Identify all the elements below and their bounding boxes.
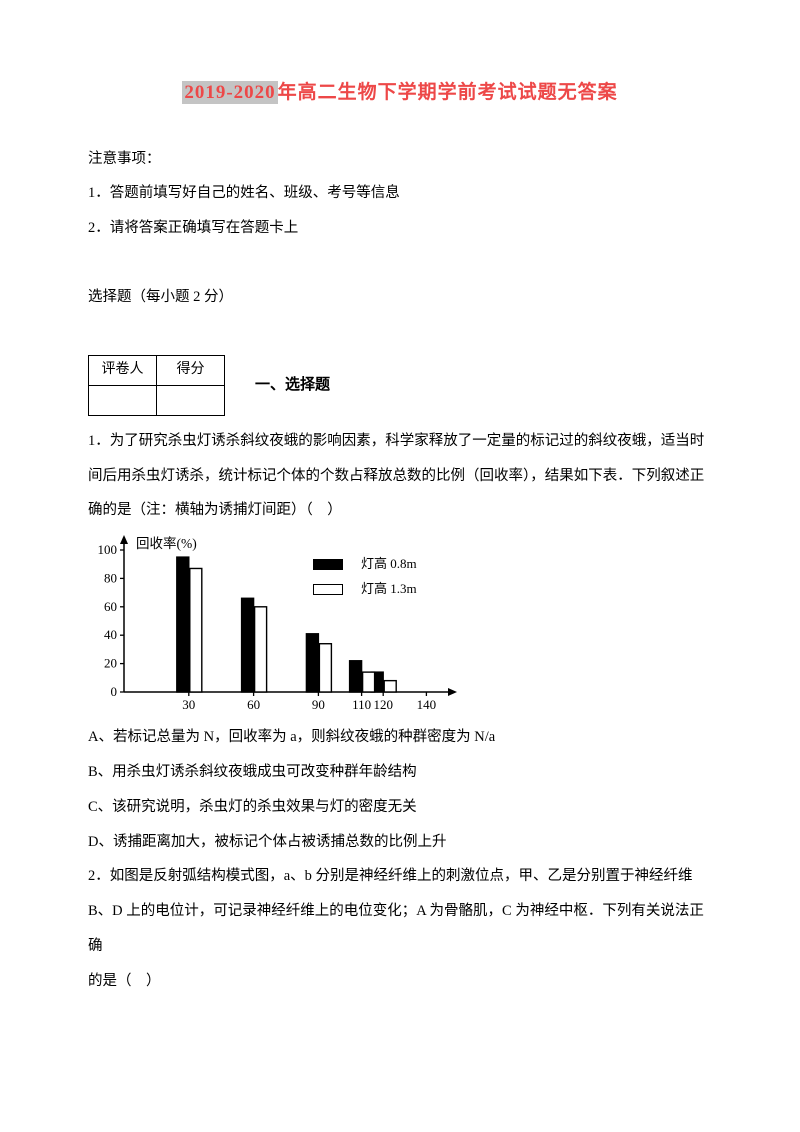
svg-text:60: 60: [247, 697, 260, 712]
legend-row: 灯高 1.3m: [313, 577, 417, 602]
svg-text:110: 110: [352, 697, 371, 712]
score-cell-empty: [157, 385, 225, 415]
title-rest: 年高二生物下学期学前考试试题无答案: [278, 82, 618, 103]
recovery-bar-chart: 0 20 40 60 80 100 30 60 90 110120 140 回收率(%) 灯高 0.8…: [88, 532, 518, 718]
legend-swatch-dark: [313, 559, 343, 570]
q1-stem-line2: 间后用杀虫灯诱杀，统计标记个体的个数占释放总数的比例（回收率），结果如下表．下列…: [88, 459, 712, 494]
table-row: [89, 385, 225, 415]
legend-row: 灯高 0.8m: [313, 552, 417, 577]
svg-text:90: 90: [312, 697, 325, 712]
legend-swatch-light: [313, 584, 343, 595]
q1-stem-line3: 确的是（注：横轴为诱捕灯间距）（ ）: [88, 493, 712, 528]
q2-stem-line2: B、D 上的电位计，可记录神经纤维上的电位变化；A 为骨骼肌，C 为神经中枢．下…: [88, 894, 712, 964]
svg-text:80: 80: [104, 571, 117, 586]
note-2: 2．请将答案正确填写在答题卡上: [88, 211, 712, 246]
score-header-score: 得分: [157, 355, 225, 385]
legend-label: 灯高 0.8m: [361, 552, 417, 577]
score-cell-empty: [89, 385, 157, 415]
q1-option-c: C、该研究说明，杀虫灯的杀虫效果与灯的密度无关: [88, 790, 712, 825]
svg-text:30: 30: [182, 697, 195, 712]
mc-heading: 选择题（每小题 2 分）: [88, 280, 712, 315]
q2-stem-line1: 2．如图是反射弧结构模式图，a、b 分别是神经纤维上的刺激位点，甲、乙是分别置于…: [88, 859, 712, 894]
svg-text:140: 140: [417, 697, 437, 712]
legend-label: 灯高 1.3m: [361, 577, 417, 602]
q2-stem-line3: 的是（ ）: [88, 964, 712, 999]
score-row: 评卷人 得分 一、选择题: [88, 355, 712, 416]
table-row: 评卷人 得分: [89, 355, 225, 385]
q1-stem-line1: 1．为了研究杀虫灯诱杀斜纹夜蛾的影响因素，科学家释放了一定量的标记过的斜纹夜蛾，…: [88, 424, 712, 459]
section-heading-1: 一、选择题: [255, 367, 330, 403]
svg-text:20: 20: [104, 656, 117, 671]
title-highlight: 2019-2020: [182, 81, 277, 104]
svg-text:回收率(%): 回收率(%): [136, 535, 197, 551]
q1-option-a: A、若标记总量为 N，回收率为 a，则斜纹夜蛾的种群密度为 N/a: [88, 720, 712, 755]
svg-text:0: 0: [111, 684, 118, 699]
page-title: 2019-2020年高二生物下学期学前考试试题无答案: [88, 70, 712, 116]
note-1: 1．答题前填写好自己的姓名、班级、考号等信息: [88, 176, 712, 211]
chart-legend: 灯高 0.8m 灯高 1.3m: [313, 552, 417, 601]
svg-text:40: 40: [104, 627, 117, 642]
svg-text:100: 100: [98, 542, 118, 557]
score-header-reviewer: 评卷人: [89, 355, 157, 385]
q1-option-b: B、用杀虫灯诱杀斜纹夜蛾成虫可改变种群年龄结构: [88, 755, 712, 790]
svg-text:60: 60: [104, 599, 117, 614]
q1-option-d: D、诱捕距离加大，被标记个体占被诱捕总数的比例上升: [88, 825, 712, 860]
svg-text:120: 120: [373, 697, 393, 712]
score-table: 评卷人 得分: [88, 355, 225, 416]
notes-heading: 注意事项：: [88, 142, 712, 177]
